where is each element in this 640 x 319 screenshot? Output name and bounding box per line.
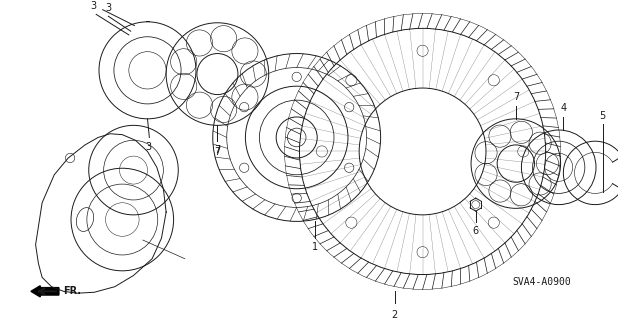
Text: 6: 6 (473, 226, 479, 236)
Text: 7: 7 (214, 147, 221, 157)
Text: 1: 1 (312, 242, 319, 252)
Text: 5: 5 (600, 111, 605, 121)
Text: 7: 7 (513, 92, 519, 102)
Text: FR.: FR. (63, 286, 81, 296)
Text: SVA4-A0900: SVA4-A0900 (513, 277, 572, 287)
Text: 2: 2 (392, 310, 397, 319)
Text: 4: 4 (560, 103, 566, 113)
Text: 3: 3 (145, 142, 152, 152)
Text: 7: 7 (214, 145, 221, 155)
FancyArrow shape (31, 286, 59, 297)
Text: 3: 3 (105, 3, 111, 12)
Text: 3: 3 (90, 1, 97, 11)
